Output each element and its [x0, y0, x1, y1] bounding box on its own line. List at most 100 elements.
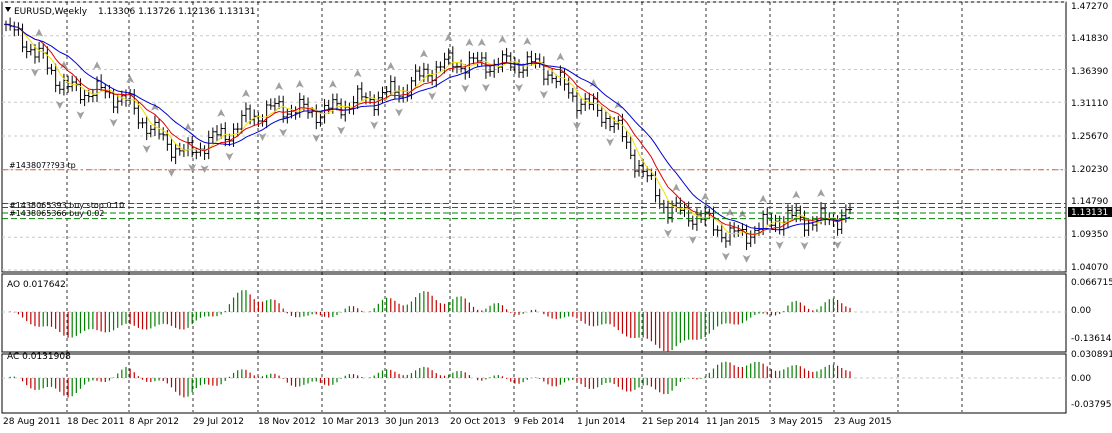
fractal-down-icon	[188, 164, 197, 173]
fractal-up-icon	[295, 79, 304, 88]
price-tick-label: 1.36390	[1071, 67, 1108, 77]
date-tick-label: 1 Jun 2014	[577, 417, 626, 427]
fractal-down-icon	[833, 241, 842, 250]
fractal-up-icon	[498, 35, 507, 44]
triangle-down-icon[interactable]	[5, 7, 11, 12]
date-tick-label: 8 Apr 2012	[129, 417, 179, 427]
date-tick-label: 18 Dec 2011	[67, 417, 125, 427]
symbol-label: EURUSD,Weekly	[14, 7, 88, 17]
fractal-down-icon	[370, 121, 379, 130]
fractal-down-icon	[225, 152, 234, 161]
current-price-badge	[1068, 207, 1112, 217]
order-tp-label: #143807??93 tp	[9, 161, 76, 170]
ohlc-label: 1.13306 1.13726 1.12136 1.13131	[98, 7, 255, 17]
fractal-down-icon	[428, 92, 437, 101]
date-tick-label: 23 Aug 2015	[834, 417, 892, 427]
date-tick-label: 18 Nov 2012	[258, 417, 316, 427]
ac-axis-zero: 0.00	[1071, 374, 1091, 384]
date-tick-label: 30 Jun 2013	[385, 417, 439, 427]
date-tick-label: 10 Mar 2013	[322, 417, 379, 427]
date-tick-label: 21 Sep 2014	[642, 417, 699, 427]
date-tick-label: 29 Jul 2012	[193, 417, 244, 427]
price-tick-label: 1.47270	[1071, 2, 1108, 12]
fractal-down-icon	[200, 165, 209, 174]
ao-indicator-panel[interactable]	[1, 273, 1067, 353]
fractal-up-icon	[465, 38, 474, 47]
fractal-up-icon	[701, 192, 710, 201]
fractal-down-icon	[721, 252, 730, 261]
fractal-down-icon	[167, 168, 176, 177]
fractal-up-icon	[444, 33, 453, 42]
fractal-up-icon	[35, 28, 44, 37]
fractal-up-icon	[126, 75, 135, 84]
fractal-up-icon	[419, 49, 428, 58]
order-buystop-label: #1438065393 buy stop 0.10	[9, 201, 124, 210]
ao-axis-zero: 0.00	[1071, 306, 1091, 316]
date-tick-label: 11 Jan 2015	[706, 417, 760, 427]
fractal-down-icon	[395, 108, 404, 117]
fractal-up-icon	[217, 108, 226, 117]
fractal-down-icon	[55, 100, 64, 109]
fractal-up-icon	[738, 209, 747, 218]
fractal-down-icon	[279, 128, 288, 137]
fractal-up-icon	[523, 37, 532, 46]
fractal-up-icon	[93, 61, 102, 70]
fractal-down-icon	[30, 68, 39, 77]
fractal-up-icon	[353, 69, 362, 78]
fractal-down-icon	[742, 254, 751, 263]
price-tick-label: 1.31110	[1071, 99, 1108, 109]
fractal-up-icon	[726, 208, 735, 217]
fractal-up-icon	[792, 190, 801, 199]
date-tick-label: 28 Aug 2011	[3, 417, 61, 427]
ma-slow-line	[5, 23, 851, 231]
fractal-up-icon	[59, 60, 68, 69]
fractal-up-icon	[386, 61, 395, 70]
price-tick-label: 1.04070	[1071, 263, 1108, 273]
fractal-down-icon	[688, 235, 697, 244]
date-tick-label: 3 May 2015	[770, 417, 823, 427]
date-tick-label: 9 Feb 2014	[514, 417, 565, 427]
fractal-down-icon	[800, 241, 809, 250]
price-tick-label: 1.25670	[1071, 132, 1108, 142]
ac-label: AC 0.0131908	[7, 352, 71, 362]
ma-fast-line	[5, 23, 851, 235]
fractal-down-icon	[515, 83, 524, 92]
fractal-down-icon	[539, 90, 548, 99]
order-buy-label: #1438065366 buy 0.02	[9, 209, 104, 218]
price-tick-label: 1.09350	[1071, 230, 1108, 240]
ao-axis-bottom: -0.136142	[1071, 334, 1112, 344]
main-price-panel[interactable]	[1, 1, 1067, 273]
fractal-up-icon	[150, 102, 159, 111]
ma-mid-line	[5, 23, 851, 235]
date-tick-label: 20 Oct 2013	[450, 417, 506, 427]
current-price-label: 1.13131	[1071, 208, 1108, 218]
fractal-up-icon	[241, 89, 250, 98]
fractal-down-icon	[663, 229, 672, 238]
fractal-up-icon	[328, 79, 337, 88]
price-tick-label: 1.20230	[1071, 165, 1108, 175]
fractal-up-icon	[589, 79, 598, 88]
fractal-down-icon	[606, 138, 615, 147]
fractal-down-icon	[142, 145, 151, 154]
fractal-down-icon	[481, 83, 490, 92]
ac-axis-bottom: -0.037950	[1071, 400, 1112, 410]
fractal-down-icon	[461, 84, 470, 93]
fractal-up-icon	[275, 82, 284, 91]
ac-axis-top: 0.030891	[1071, 350, 1112, 360]
fractal-up-icon	[672, 183, 681, 192]
fractal-up-icon	[817, 189, 826, 198]
fractal-down-icon	[312, 134, 321, 143]
price-tick-label: 1.41830	[1071, 34, 1108, 44]
fractal-up-icon	[477, 38, 486, 47]
fractal-down-icon	[337, 126, 346, 135]
fractal-down-icon	[572, 122, 581, 131]
fractal-up-icon	[556, 52, 565, 61]
fractal-down-icon	[76, 111, 85, 120]
ao-axis-top: 0.066715	[1071, 278, 1112, 288]
price-tick-label: 1.14790	[1071, 197, 1108, 207]
fractal-up-icon	[759, 194, 768, 203]
fractal-down-icon	[258, 133, 267, 142]
ac-indicator-panel-frame[interactable]	[1, 353, 1067, 414]
fractal-down-icon	[775, 241, 784, 250]
